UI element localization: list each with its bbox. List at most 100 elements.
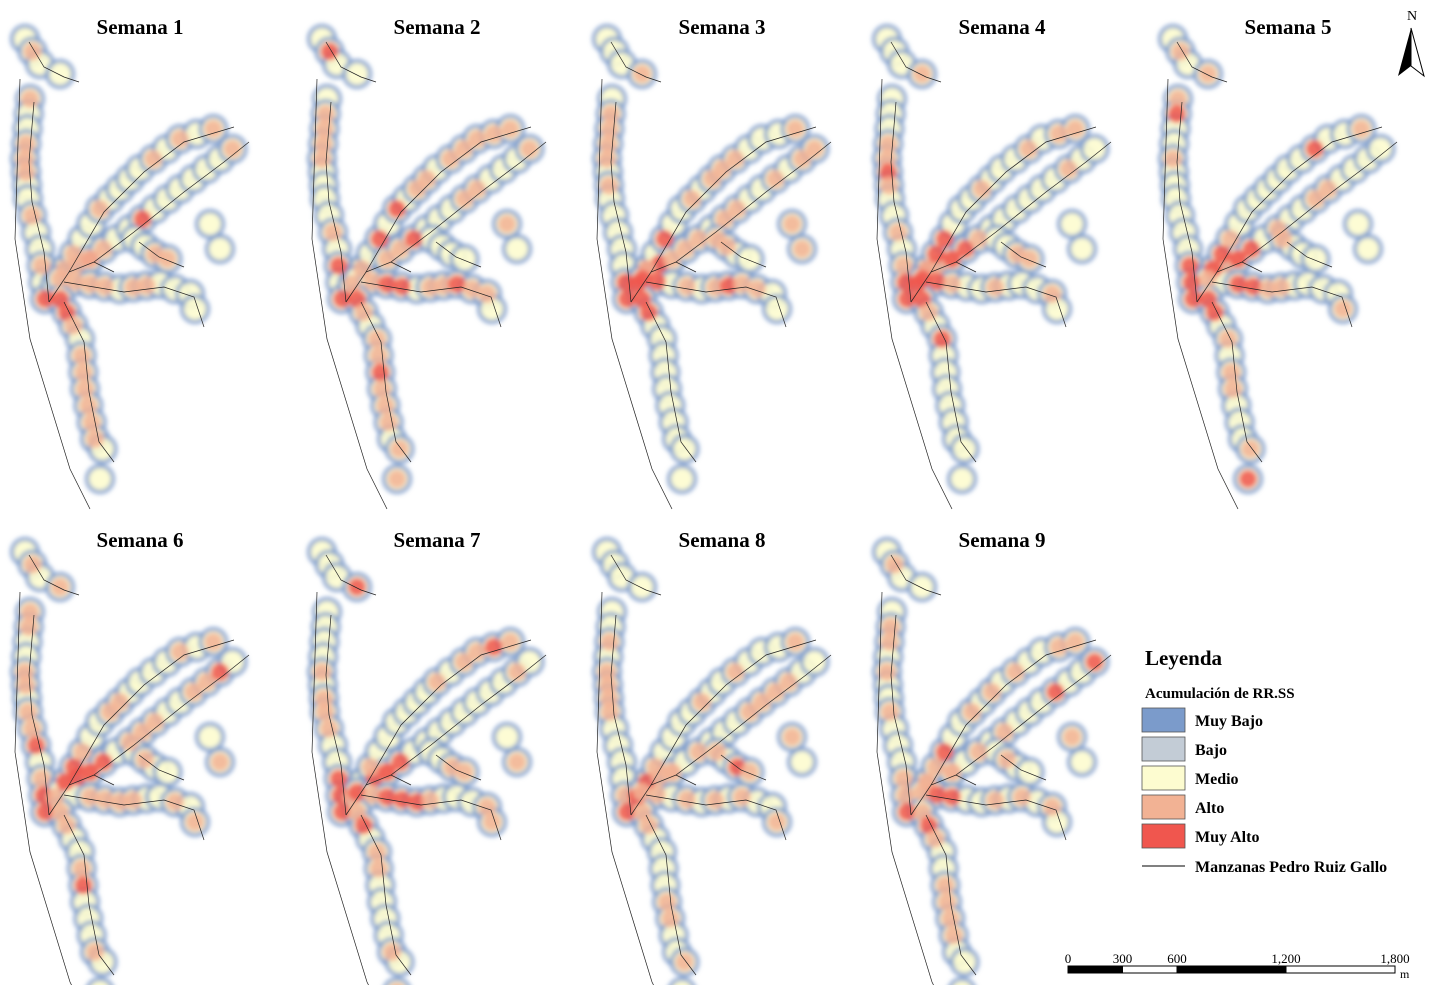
- heat-spot: [895, 257, 913, 275]
- heat-spot: [348, 578, 366, 596]
- heat-spot: [373, 380, 391, 398]
- heatmap: [12, 26, 246, 492]
- scale-label: 600: [1167, 951, 1187, 966]
- heat-spot: [963, 703, 981, 721]
- legend-label: Alto: [1195, 800, 1224, 817]
- heat-spot: [1239, 470, 1257, 488]
- heat-spot: [159, 250, 177, 268]
- panel-title: Semana 5: [1245, 15, 1332, 39]
- heat-spot: [376, 397, 394, 415]
- heat-spot: [421, 791, 439, 809]
- heat-spot: [1206, 303, 1224, 321]
- heat-spot: [1013, 788, 1031, 806]
- heat-spot: [378, 275, 396, 293]
- heat-spot: [23, 720, 41, 738]
- heat-spot: [1274, 230, 1292, 248]
- heat-spot: [878, 663, 896, 681]
- heat-spot: [896, 786, 914, 804]
- heat-spot: [21, 90, 39, 108]
- heat-spot: [1222, 363, 1240, 381]
- heat-halo: [494, 724, 520, 750]
- heat-spot: [941, 910, 959, 928]
- heat-spot: [478, 285, 496, 303]
- heat-spot: [1229, 275, 1247, 293]
- heat-spot: [938, 893, 956, 911]
- heat-spot: [880, 177, 898, 195]
- heat-halo: [1303, 246, 1329, 272]
- heat-halo: [629, 574, 655, 600]
- heat-spot: [20, 618, 38, 636]
- heat-spot: [1043, 285, 1061, 303]
- heat-spot: [368, 330, 386, 348]
- heat-spot: [633, 65, 651, 83]
- heat-spot: [380, 413, 398, 431]
- heat-halo: [737, 246, 763, 272]
- heat-spot: [66, 273, 84, 291]
- heat-spot: [483, 813, 501, 831]
- heat-spot: [418, 170, 436, 188]
- heatmap: [874, 539, 1108, 985]
- panel-title: Semana 6: [97, 528, 184, 552]
- heat-spot: [65, 758, 83, 776]
- heatmap: [309, 26, 543, 492]
- legend-label: Muy Bajo: [1195, 713, 1263, 730]
- heat-spot: [640, 303, 658, 321]
- legend-subtitle: Acumulación de RR.SS: [1145, 686, 1295, 702]
- heatmap: [12, 539, 246, 985]
- heat-spot: [73, 347, 91, 365]
- heat-spot: [986, 791, 1004, 809]
- heat-spot: [313, 150, 331, 168]
- heat-spot: [683, 190, 701, 208]
- heat-spot: [706, 791, 724, 809]
- heat-halo: [1017, 759, 1043, 785]
- heat-spot: [56, 773, 74, 791]
- heat-spot: [793, 240, 811, 258]
- heat-spot: [17, 163, 35, 181]
- panel-title: Semana 4: [959, 15, 1046, 39]
- panel-title: Semana 1: [97, 15, 184, 39]
- heat-halo: [802, 649, 828, 675]
- heat-spot: [983, 683, 1001, 701]
- heat-spot: [1182, 273, 1200, 291]
- scale-label: 1,800: [1380, 951, 1409, 966]
- heat-spot: [81, 788, 99, 806]
- heat-spot: [508, 753, 526, 771]
- panel-title: Semana 7: [394, 528, 481, 552]
- heat-spot: [693, 693, 711, 711]
- heat-spot: [388, 200, 406, 218]
- heat-spot: [166, 793, 184, 811]
- heat-spot: [889, 223, 907, 241]
- heat-spot: [1334, 300, 1352, 318]
- heat-spot: [111, 693, 129, 711]
- heatmap: [594, 539, 828, 985]
- heat-spot: [96, 791, 114, 809]
- heat-spot: [986, 278, 1004, 296]
- heat-spot: [943, 763, 961, 781]
- heat-spot: [19, 703, 37, 721]
- heat-halo: [1082, 136, 1108, 162]
- heat-halo: [909, 574, 935, 600]
- heat-spot: [211, 753, 229, 771]
- legend-label: Medio: [1195, 771, 1239, 788]
- heat-halo: [87, 466, 113, 492]
- scale-segment: [1286, 966, 1395, 973]
- heat-spot: [661, 910, 679, 928]
- heat-spot: [678, 791, 696, 809]
- heatmap: [1160, 26, 1394, 492]
- heat-spot: [370, 860, 388, 878]
- heat-spot: [936, 743, 954, 761]
- heat-spot: [708, 743, 726, 761]
- heat-spot: [656, 230, 674, 248]
- heat-halo: [669, 979, 695, 985]
- heat-spot: [926, 830, 944, 848]
- heat-halo: [1355, 236, 1381, 262]
- heat-spot: [65, 245, 83, 263]
- north-arrow: [1398, 28, 1411, 76]
- heat-spot: [58, 816, 76, 834]
- heat-spot: [768, 813, 786, 831]
- scale-segment: [1177, 966, 1286, 973]
- heat-spot: [371, 363, 389, 381]
- heat-spot: [324, 223, 342, 241]
- heat-spot: [648, 273, 666, 291]
- heat-spot: [920, 303, 938, 321]
